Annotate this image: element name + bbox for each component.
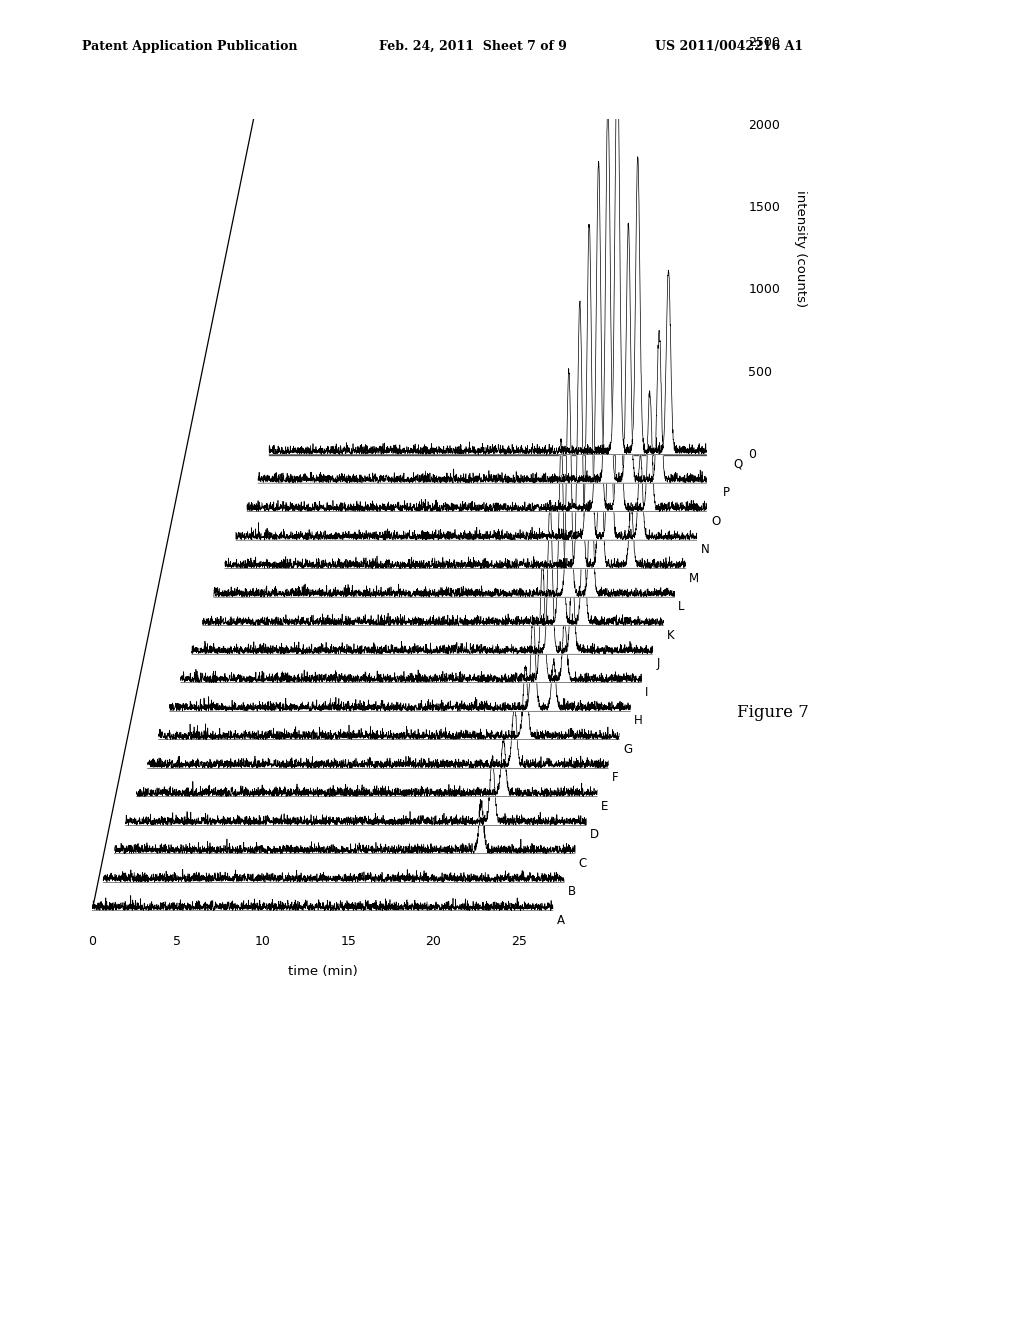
Text: Q: Q: [733, 458, 742, 471]
Polygon shape: [258, 100, 719, 483]
Text: time (min): time (min): [288, 965, 357, 978]
Text: 2000: 2000: [749, 119, 780, 132]
Text: Patent Application Publication: Patent Application Publication: [82, 40, 297, 53]
Text: Figure 7: Figure 7: [737, 705, 809, 721]
Text: A: A: [557, 913, 564, 927]
Polygon shape: [191, 500, 652, 655]
Text: US 2011/0042216 A1: US 2011/0042216 A1: [655, 40, 804, 53]
Text: G: G: [623, 743, 632, 756]
Polygon shape: [236, 224, 696, 540]
Text: 20: 20: [426, 936, 441, 948]
Text: 15: 15: [340, 936, 356, 948]
Text: 0: 0: [749, 447, 757, 461]
Text: K: K: [668, 628, 675, 642]
Text: P: P: [723, 486, 729, 499]
Polygon shape: [170, 618, 631, 711]
Text: intensity (counts): intensity (counts): [794, 190, 807, 308]
Text: 10: 10: [255, 936, 270, 948]
Text: F: F: [612, 771, 618, 784]
Text: B: B: [567, 886, 575, 899]
Polygon shape: [115, 800, 575, 854]
Text: 25: 25: [511, 936, 526, 948]
Text: L: L: [678, 601, 685, 614]
Text: H: H: [634, 714, 643, 727]
Text: I: I: [645, 686, 648, 698]
Text: 1500: 1500: [749, 201, 780, 214]
Text: 5: 5: [173, 936, 181, 948]
Text: D: D: [590, 829, 599, 841]
Text: J: J: [656, 657, 659, 671]
Polygon shape: [180, 561, 641, 682]
Polygon shape: [103, 870, 564, 882]
Text: M: M: [689, 572, 699, 585]
Polygon shape: [203, 438, 664, 626]
Polygon shape: [247, 161, 708, 512]
Text: 2500: 2500: [749, 36, 780, 49]
Polygon shape: [147, 705, 608, 768]
Polygon shape: [125, 755, 586, 825]
Text: E: E: [601, 800, 608, 813]
Text: O: O: [712, 515, 721, 528]
Text: C: C: [579, 857, 587, 870]
Polygon shape: [159, 665, 620, 739]
Text: Feb. 24, 2011  Sheet 7 of 9: Feb. 24, 2011 Sheet 7 of 9: [379, 40, 566, 53]
Polygon shape: [225, 301, 686, 569]
Polygon shape: [214, 368, 675, 597]
Text: 0: 0: [88, 936, 96, 948]
Polygon shape: [136, 739, 597, 797]
Text: 500: 500: [749, 366, 772, 379]
Text: N: N: [700, 544, 710, 556]
Text: 1000: 1000: [749, 284, 780, 297]
Polygon shape: [92, 895, 553, 911]
Polygon shape: [269, 37, 730, 454]
